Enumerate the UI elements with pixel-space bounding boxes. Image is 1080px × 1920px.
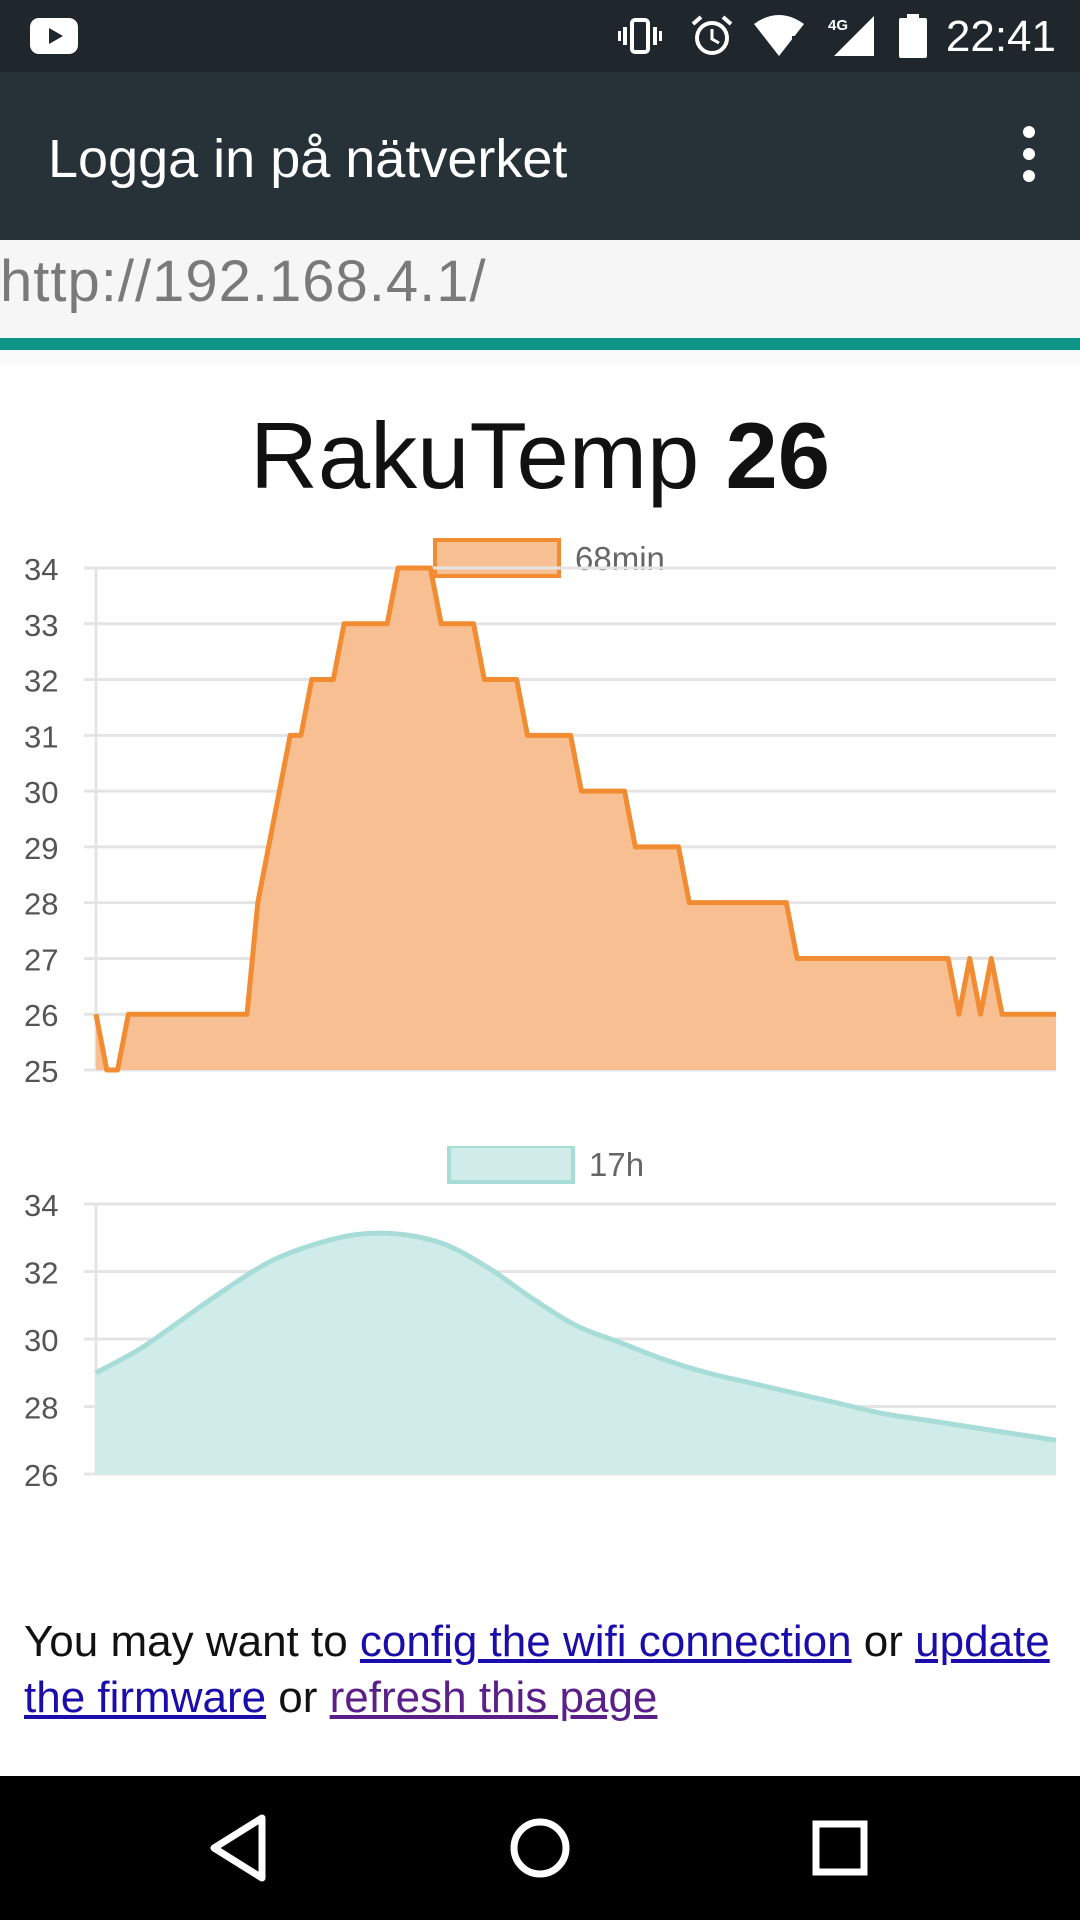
footer-text: You may want to config the wifi connecti… (24, 1614, 1064, 1726)
series-line (94, 1230, 1057, 1443)
y-tick-label: 28 (24, 1391, 58, 1426)
series-area (96, 1233, 1056, 1474)
toolbar-title: Logga in på nätverket (48, 129, 568, 189)
series-line (93, 565, 1056, 1073)
chart-68min-svg: 68min 25 26 27 28 29 30 31 32 33 34 (24, 538, 1056, 1088)
y-tick-label: 25 (24, 1054, 58, 1088)
update-firmware-link[interactable]: update the firmware (24, 1617, 1050, 1722)
refresh-page-link[interactable]: refresh this page (329, 1673, 658, 1722)
y-tick-label: 32 (24, 1256, 58, 1291)
svg-text:4G: 4G (828, 17, 848, 34)
web-page: RakuTemp 26 68min 25 26 27 28 29 30 31 32 33 34 17… (0, 364, 1080, 1776)
y-tick-label: 26 (24, 1458, 58, 1493)
more-vert-icon[interactable] (1000, 124, 1052, 184)
youtube-icon (30, 18, 78, 54)
clock: 22:41 (945, 12, 1056, 61)
footer-lead: You may want to (24, 1617, 360, 1666)
page-title: RakuTemp 26 (0, 402, 1080, 510)
legend-swatch (433, 538, 561, 578)
y-tick-label: 31 (24, 719, 58, 754)
signal-4g-icon: 4G (828, 16, 874, 56)
title-prefix: RakuTemp (250, 403, 700, 508)
vibrate-icon (618, 18, 662, 54)
current-temperature: 26 (725, 403, 830, 508)
y-tick-label: 34 (24, 552, 58, 587)
chart-17h-svg: 17h 26 28 30 32 34 (24, 1146, 1057, 1493)
url-bar[interactable]: http://192.168.4.1/ (0, 240, 1080, 340)
y-tick-label: 29 (24, 831, 58, 866)
y-tick-label: 30 (24, 1323, 58, 1358)
menu-dot (1023, 126, 1035, 138)
legend-label: 68min (575, 540, 665, 577)
legend-label: 17h (589, 1146, 644, 1183)
footer-or: or (266, 1673, 330, 1722)
menu-dot (1023, 148, 1035, 160)
page-load-progress (0, 338, 1080, 350)
system-nav-bar (0, 1776, 1080, 1920)
y-tick-label: 32 (24, 664, 58, 699)
status-bar: 4G 22:41 (0, 0, 1080, 72)
recents-icon[interactable] (800, 1808, 880, 1888)
chart-17h: 17h 26 28 30 32 34 (0, 1146, 1080, 1586)
wifi-icon (754, 15, 804, 56)
home-icon[interactable] (500, 1808, 580, 1888)
config-wifi-link[interactable]: config the wifi connection (359, 1617, 852, 1666)
y-tick-label: 33 (24, 608, 58, 643)
y-tick-label: 27 (24, 942, 58, 977)
y-tick-label: 34 (24, 1188, 58, 1223)
chart-68min: 68min 25 26 27 28 29 30 31 32 33 34 (0, 528, 1080, 1088)
legend-swatch (447, 1146, 575, 1184)
url-text: http://192.168.4.1/ (0, 249, 487, 314)
footer-or: or (851, 1617, 916, 1666)
app-toolbar: Logga in på nätverket (0, 72, 1080, 240)
alarm-icon (691, 15, 733, 55)
y-tick-label: 28 (24, 887, 58, 922)
menu-dot (1023, 170, 1035, 182)
back-icon[interactable] (200, 1808, 280, 1888)
y-tick-label: 26 (24, 998, 58, 1033)
series-area (96, 568, 1056, 1070)
y-tick-label: 30 (24, 775, 58, 810)
battery-icon (899, 14, 927, 58)
